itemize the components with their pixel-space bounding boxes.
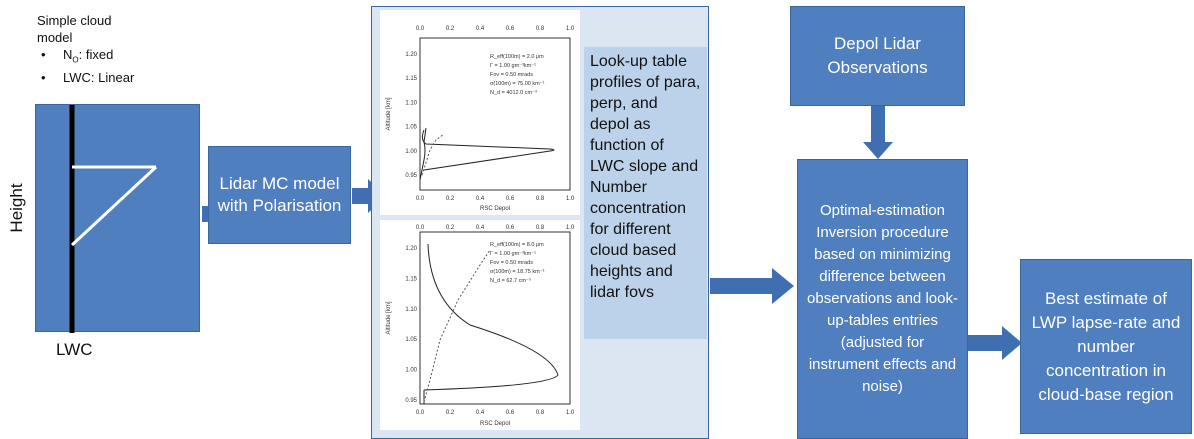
tick-label: 0.0	[416, 26, 425, 32]
tick-label: 0.4	[476, 196, 485, 202]
arrow-mc-to-lookup	[352, 179, 386, 213]
plot-bottom-ylabel: Altitude [km]	[386, 301, 392, 334]
tick-label: 0.0	[416, 225, 425, 231]
plot-top-param-5: N_d = 4012.0 cm⁻³	[490, 90, 537, 96]
plot-bottom-param-3: Fov = 0.50 mrads	[490, 260, 533, 266]
tick-label: 0.2	[446, 410, 455, 416]
plot-top-params: R_eff(100m) = 2.0 μm Γ = 1.00 gm⁻³km⁻¹ F…	[490, 54, 545, 96]
plot-top-xlabel: RSC Depol	[480, 206, 510, 212]
tick-label: 0.0	[416, 196, 425, 202]
arrow-observations-to-optimal	[863, 106, 893, 159]
plot-top-ylabel: Altitude [km]	[386, 97, 392, 130]
tick-label: 1.10	[405, 307, 417, 313]
tick-label: 0.2	[446, 196, 455, 202]
tick-label: 1.0	[566, 196, 575, 202]
best-estimate-box: Best estimate of LWP lapse-rate and numb…	[1020, 259, 1192, 434]
tick-label: 1.20	[405, 246, 417, 252]
plot-top-param-2: Γ = 1.00 gm⁻³km⁻¹	[490, 63, 536, 69]
tick-label: 1.0	[566, 410, 575, 416]
lookup-table-text: Look-up table profiles of para, perp, an…	[590, 53, 701, 301]
plot-bottom-frame	[419, 231, 571, 405]
plot-bottom-bottom-ticks: 0.0 0.2 0.4 0.6 0.8 1.0	[416, 410, 575, 416]
tick-label: 1.00	[405, 149, 417, 155]
optimal-estimation-box: Optimal-estimation Inversion procedure b…	[797, 159, 968, 439]
n0-value: : fixed	[78, 47, 114, 62]
n0-subscript: O	[72, 55, 79, 65]
tick-label: 0.6	[506, 225, 515, 231]
plot-bottom-xlabel: RSC Depol	[480, 421, 510, 427]
plot-bottom-param-1: R_eff(100m) = 8.0 μm	[490, 242, 544, 248]
plot-top-depol-curve	[421, 133, 445, 176]
tick-label: 0.6	[506, 196, 515, 202]
lidar-mc-model-box: Lidar MC model with Polarisation	[208, 146, 351, 244]
lwc-axis-label: LWC	[56, 340, 93, 359]
plot-top-perp-curve	[421, 129, 555, 171]
tick-label: 1.00	[405, 368, 417, 374]
plot-bottom-param-5: N_d = 62.7 cm⁻³	[490, 278, 531, 284]
model-title-line1: Simple cloud	[37, 13, 112, 28]
tick-label: 0.8	[536, 225, 545, 231]
cloud-model-box	[35, 104, 200, 333]
tick-label: 0.8	[536, 26, 545, 32]
tick-label: 1.15	[405, 276, 417, 282]
tick-label: 0.6	[506, 26, 515, 32]
height-axis-label: Height	[7, 183, 26, 233]
tick-label: 0.2	[446, 26, 455, 32]
plot-top-param-1: R_eff(100m) = 2.0 μm	[490, 54, 544, 60]
tick-label: 0.95	[405, 398, 417, 404]
tick-label: 1.0	[566, 225, 575, 231]
plot-bottom-y-ticks: 1.20 1.15 1.10 1.05 1.00 0.95	[405, 246, 417, 404]
tick-label: 1.05	[405, 337, 417, 343]
tick-label: 1.20	[405, 52, 417, 58]
tick-label: 0.4	[476, 225, 485, 231]
lwc-linear-profile	[70, 165, 158, 247]
optimal-estimation-text: Optimal-estimation Inversion procedure b…	[807, 202, 958, 395]
plot-bottom-params: R_eff(100m) = 8.0 μm Γ = 1.00 gm⁻³km⁻¹ F…	[490, 242, 545, 284]
plot-bottom-top-ticks: 0.0 0.2 0.4 0.6 0.8 1.0	[416, 225, 575, 231]
tick-label: 0.0	[416, 410, 425, 416]
tick-label: 0.2	[446, 225, 455, 231]
depol-plot-bottom: 0.0 0.2 0.4 0.6 0.8 1.0 0.0 0.2 0.4 0.6 0.8 1.0 1.…	[380, 220, 580, 430]
tick-label: 0.4	[476, 410, 485, 416]
tick-label: 0.6	[506, 410, 515, 416]
depol-plot-top: 0.0 0.2 0.4 0.6 0.8 1.0 0.0 0.2 0.4 0.6 0.8 1.0 1.…	[380, 10, 580, 215]
tick-label: 1.05	[405, 125, 417, 131]
arrow-lookup-to-optimal	[710, 268, 794, 304]
n0-symbol: N	[63, 47, 73, 62]
tick-label: 0.95	[405, 173, 417, 179]
lookup-table-box: Look-up table profiles of para, perp, an…	[584, 47, 707, 339]
plot-top-y-ticks: 1.20 1.15 1.10 1.05 1.00 0.95	[405, 52, 417, 179]
plot-bottom-perp-curve	[423, 243, 559, 391]
tick-label: 0.8	[536, 410, 545, 416]
plot-bottom-param-4: σ(100m) = 18.75 km⁻¹	[490, 269, 545, 275]
depol-observations-box: Depol Lidar Observations	[790, 6, 965, 106]
tick-label: 0.4	[476, 26, 485, 32]
model-bullet-lwc: LWC: Linear	[41, 69, 177, 86]
tick-label: 1.0	[566, 26, 575, 32]
model-title-line2: model	[37, 30, 73, 45]
plot-top-background	[380, 10, 580, 215]
plot-bottom-background	[380, 220, 580, 430]
plot-top-param-3: Fov = 0.50 mrads	[490, 72, 533, 78]
best-estimate-text: Best estimate of LWP lapse-rate and numb…	[1031, 288, 1181, 404]
plot-top-top-ticks: 0.0 0.2 0.4 0.6 0.8 1.0	[416, 26, 575, 32]
lwc-profile-graphic	[69, 105, 158, 333]
arrow-optimal-to-best	[968, 326, 1022, 360]
model-description: Simple cloud model NO: fixed LWC: Linear	[37, 12, 177, 86]
depol-observations-text: Depol Lidar Observations	[827, 34, 928, 77]
plot-top-param-4: σ(100m) = 75.00 km⁻¹	[490, 81, 545, 87]
tick-label: 0.8	[536, 196, 545, 202]
model-bullet-n0: NO: fixed	[41, 46, 177, 69]
plot-bottom-param-2: Γ = 1.00 gm⁻³km⁻¹	[490, 251, 536, 257]
plot-top-frame	[419, 37, 571, 191]
plot-bottom-depol-curve	[423, 249, 491, 403]
lidar-mc-model-text: Lidar MC model with Polarisation	[217, 174, 342, 215]
tick-label: 1.10	[405, 100, 417, 106]
plot-top-bottom-ticks: 0.0 0.2 0.4 0.6 0.8 1.0	[416, 196, 575, 202]
tick-label: 1.15	[405, 76, 417, 82]
model-bullets: NO: fixed LWC: Linear	[37, 46, 177, 86]
